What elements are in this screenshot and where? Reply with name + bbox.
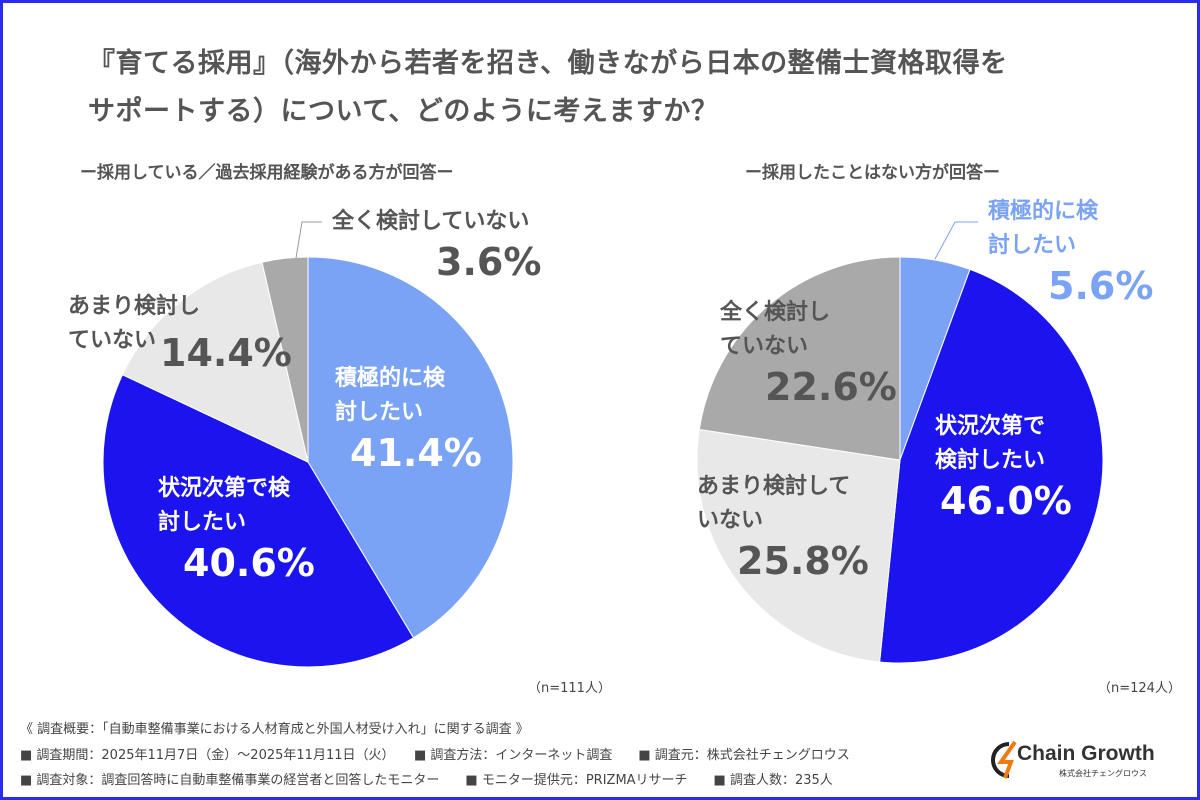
right-leader-line bbox=[934, 221, 978, 260]
left-sample-size: （n=111人） bbox=[528, 681, 611, 696]
left-label-none: 全く検討していない 3.6% bbox=[332, 205, 541, 285]
pie-slice bbox=[102, 374, 415, 668]
pie-slice bbox=[121, 261, 309, 463]
footer-summary: 《 調査概要：「自動車整備事業における人材育成と外国人材受け入れ」に関する調査 … bbox=[20, 722, 529, 737]
right-label-positive: 積極的に検討したい 5.6% bbox=[988, 195, 1153, 309]
chain-growth-logo: Chain Growth 株式会社チェングロウス bbox=[987, 738, 1187, 788]
right-label-none: 全く検討していない 22.6% bbox=[720, 296, 897, 410]
pie-slice bbox=[696, 428, 901, 663]
slice-label: 状況次第で検討したい bbox=[158, 476, 291, 535]
slice-value: 22.6% bbox=[765, 365, 897, 409]
slice-label: あまり検討していない bbox=[68, 294, 201, 353]
logo-subtitle: 株式会社チェングロウス bbox=[1059, 769, 1147, 778]
slice-label: 積極的に検討したい bbox=[988, 199, 1099, 258]
logo-mark-icon bbox=[991, 740, 1017, 779]
pie-slice bbox=[307, 256, 514, 639]
right-pie bbox=[696, 256, 1104, 664]
logo-name: Chain Growth bbox=[1017, 742, 1155, 765]
left-chart-title: ー採用している／過去採用経験がある方が回答ー bbox=[80, 163, 454, 183]
left-pie bbox=[102, 256, 514, 668]
right-label-little: あまり検討していない 25.8% bbox=[697, 470, 869, 584]
footer-target: ■ 調査対象：調査回答時に自動車整備事業の経営者と回答したモニター ■ モニター… bbox=[20, 773, 833, 788]
slice-value: 46.0% bbox=[940, 479, 1072, 523]
slice-label: 状況次第で検討したい bbox=[935, 414, 1046, 473]
footer-period: ■ 調査期間：2025年11月7日（金）～2025年11月11日（火） ■ 調査… bbox=[20, 748, 850, 763]
page-title: 『育てる採用』（海外から若者を招き、働きながら日本の整備士資格取得を サポートす… bbox=[88, 40, 1008, 136]
pie-slice bbox=[698, 256, 901, 461]
right-sample-size: （n=124人） bbox=[1098, 681, 1181, 696]
pie-slice bbox=[261, 256, 309, 463]
title-line-1: 『育てる採用』（海外から若者を招き、働きながら日本の整備士資格取得を bbox=[88, 48, 1008, 79]
slice-value: 25.8% bbox=[737, 539, 869, 583]
slice-label: 積極的に検討したい bbox=[335, 366, 446, 425]
slice-value: 41.4% bbox=[350, 431, 482, 475]
title-line-2: サポートする）について、どのように考えますか？ bbox=[88, 96, 719, 127]
left-label-little: あまり検討していない 14.4% bbox=[68, 290, 292, 375]
left-label-positive: 積極的に検討したい 41.4% bbox=[335, 362, 482, 476]
slice-label: あまり検討していない bbox=[697, 474, 851, 533]
slice-value: 3.6% bbox=[436, 240, 542, 284]
slice-value: 14.4% bbox=[160, 331, 292, 375]
slice-value: 5.6% bbox=[1048, 264, 1154, 308]
slice-value: 40.6% bbox=[183, 541, 315, 585]
left-leader-line bbox=[295, 221, 322, 259]
right-chart-title: ー採用したことはない方が回答ー bbox=[745, 163, 1000, 183]
right-label-situational: 状況次第で検討したい 46.0% bbox=[935, 410, 1072, 524]
left-label-situational: 状況次第で検討したい 40.6% bbox=[158, 472, 315, 586]
pie-slice bbox=[879, 268, 1104, 664]
slice-label: 全く検討していない bbox=[720, 300, 831, 359]
slice-label: 全く検討していない bbox=[332, 209, 530, 234]
